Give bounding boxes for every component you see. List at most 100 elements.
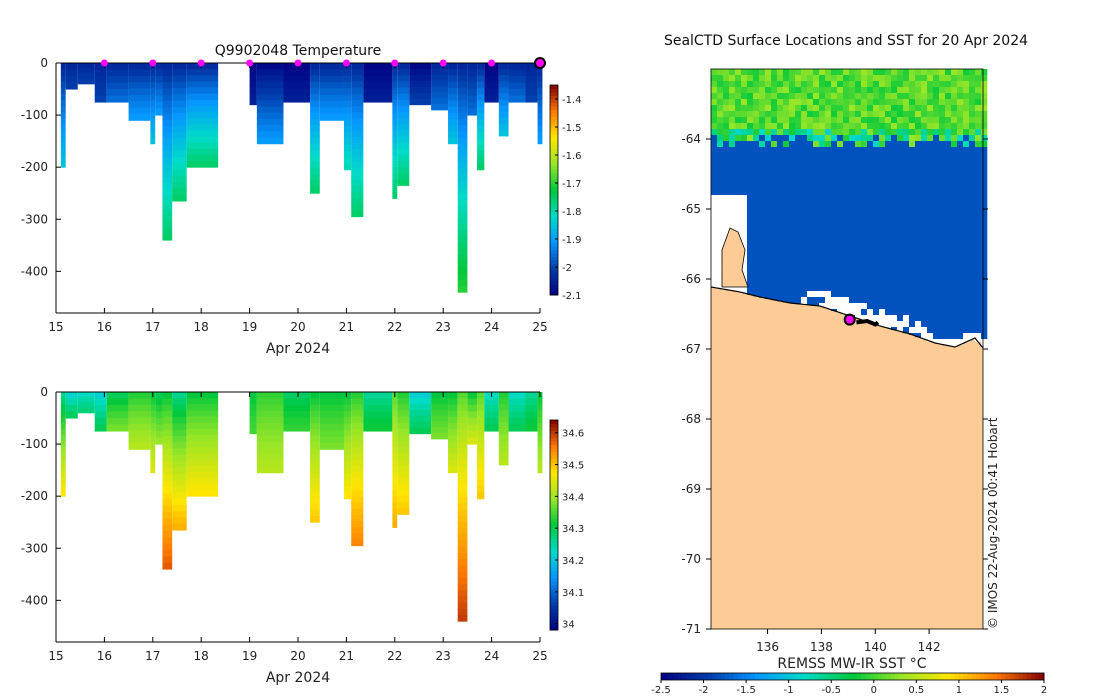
sst-cell: [765, 219, 772, 226]
sst-cell: [741, 243, 748, 250]
profile-cell: [162, 233, 173, 241]
sst-cell: [741, 171, 748, 178]
profile-cell: [343, 88, 352, 95]
sst-cell: [729, 219, 736, 226]
sst-cell: [711, 93, 718, 100]
sst-cell: [825, 147, 832, 154]
sst-cell: [897, 93, 904, 100]
profile-cell: [498, 434, 509, 442]
sst-cell: [969, 303, 976, 310]
profile-cell: [186, 75, 219, 82]
sst-cell: [939, 255, 946, 262]
colorbar-tick-label: 0.5: [908, 685, 924, 696]
profile-cell: [457, 137, 468, 145]
profile-cell: [310, 118, 320, 126]
sst-cell: [819, 171, 826, 178]
colorbar-swatch: [550, 556, 558, 561]
sst-cell: [789, 249, 796, 256]
sst-cell: [777, 147, 784, 154]
sst-cell: [717, 249, 724, 256]
sst-cell: [927, 111, 934, 118]
sst-cell: [783, 75, 790, 82]
sst-cell: [789, 165, 796, 172]
sst-cell: [771, 243, 778, 250]
profile-cell: [256, 466, 284, 474]
sst-cell: [891, 309, 898, 316]
profile-cell: [363, 392, 393, 400]
sst-cell: [963, 201, 970, 208]
sst-cell: [867, 87, 874, 94]
sst-cell: [975, 111, 982, 118]
colorbar-swatch: [550, 619, 558, 624]
profile-cell: [310, 398, 320, 405]
colorbar-swatch: [550, 598, 558, 603]
sst-cell: [957, 81, 964, 88]
sst-cell: [885, 177, 892, 184]
profile-cell: [537, 112, 543, 120]
sst-cell: [789, 255, 796, 262]
sst-cell: [879, 171, 886, 178]
profile-cell: [256, 435, 284, 443]
profile-column: [467, 63, 478, 116]
sst-cell: [921, 105, 928, 112]
profile-cell: [457, 509, 468, 517]
profile-cell: [397, 75, 410, 82]
profile-cell: [162, 417, 173, 425]
sst-cell: [861, 213, 868, 220]
sst-cell: [861, 189, 868, 196]
profile-cell: [409, 415, 432, 423]
sst-cell: [927, 153, 934, 160]
sst-cell: [969, 165, 976, 172]
profile-cell: [477, 63, 485, 70]
sst-cell: [975, 225, 982, 232]
colorbar-swatch: [550, 228, 558, 233]
sst-cell: [927, 321, 934, 328]
sst-cell: [819, 291, 826, 298]
sst-cell: [831, 87, 838, 94]
sst-cell: [831, 99, 838, 106]
sst-cell: [795, 195, 802, 202]
sst-cell: [783, 201, 790, 208]
sst-cell: [897, 309, 904, 316]
sst-cell: [891, 165, 898, 172]
sst-cell: [861, 285, 868, 292]
sst-cell: [873, 195, 880, 202]
surface-marker: [342, 59, 350, 67]
profile-cell: [172, 194, 187, 202]
profile-cell: [351, 179, 364, 187]
sst-cell: [951, 261, 958, 268]
sst-cell: [801, 153, 808, 160]
sst-cell: [735, 213, 742, 220]
sst-cell: [939, 201, 946, 208]
profile-cell: [477, 113, 485, 121]
sst-cell: [909, 213, 916, 220]
sst-cell: [717, 183, 724, 190]
sst-cell: [831, 261, 838, 268]
profile-column: [128, 392, 151, 450]
sst-cell: [855, 183, 862, 190]
sst-cell: [915, 237, 922, 244]
sst-cell: [795, 261, 802, 268]
sst-cell: [915, 279, 922, 286]
sst-cell: [795, 153, 802, 160]
sst-cell: [843, 267, 850, 274]
sst-cell: [963, 195, 970, 202]
profile-column: [155, 63, 163, 116]
sst-cell: [825, 249, 832, 256]
profile-cell: [162, 442, 173, 450]
sst-cell: [777, 231, 784, 238]
profile-cell: [392, 186, 398, 193]
sst-cell: [813, 213, 820, 220]
profile-cell: [128, 88, 151, 96]
sst-cell: [843, 99, 850, 106]
sst-cell: [789, 297, 796, 304]
colorbar-swatch: [550, 106, 558, 110]
sst-cell: [927, 243, 934, 250]
profile-cell: [467, 398, 478, 406]
sst-cell: [771, 273, 778, 280]
profile-cell: [477, 486, 485, 493]
sst-cell: [849, 261, 856, 268]
profile-cell: [310, 75, 320, 83]
colorbar-swatch: [1039, 673, 1045, 680]
sst-cell: [915, 93, 922, 100]
